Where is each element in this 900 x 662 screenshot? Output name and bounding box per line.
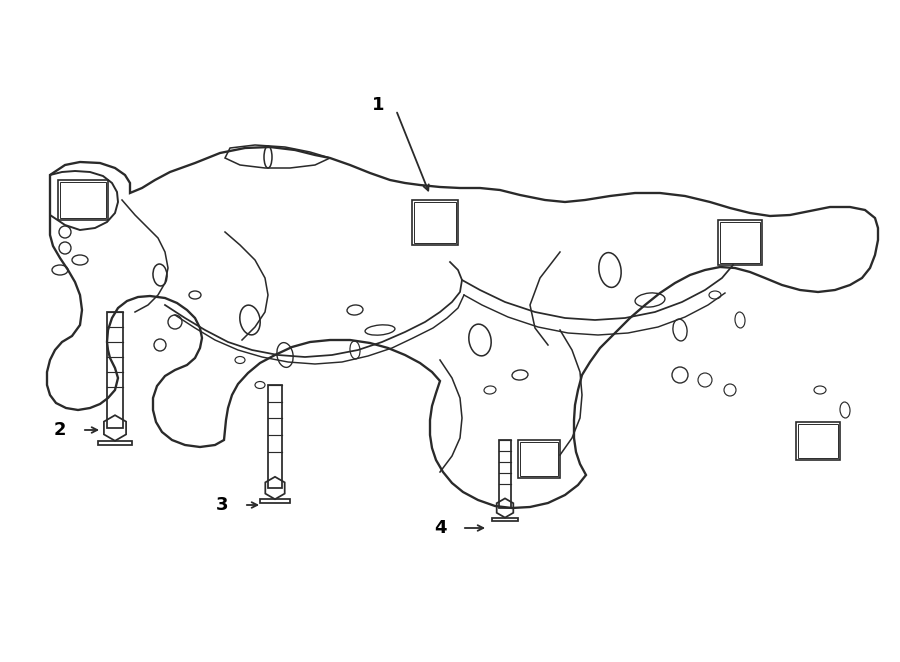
Text: 1: 1 bbox=[372, 96, 384, 114]
Text: 3: 3 bbox=[216, 496, 229, 514]
Text: 4: 4 bbox=[434, 519, 446, 537]
Text: 2: 2 bbox=[54, 421, 67, 439]
